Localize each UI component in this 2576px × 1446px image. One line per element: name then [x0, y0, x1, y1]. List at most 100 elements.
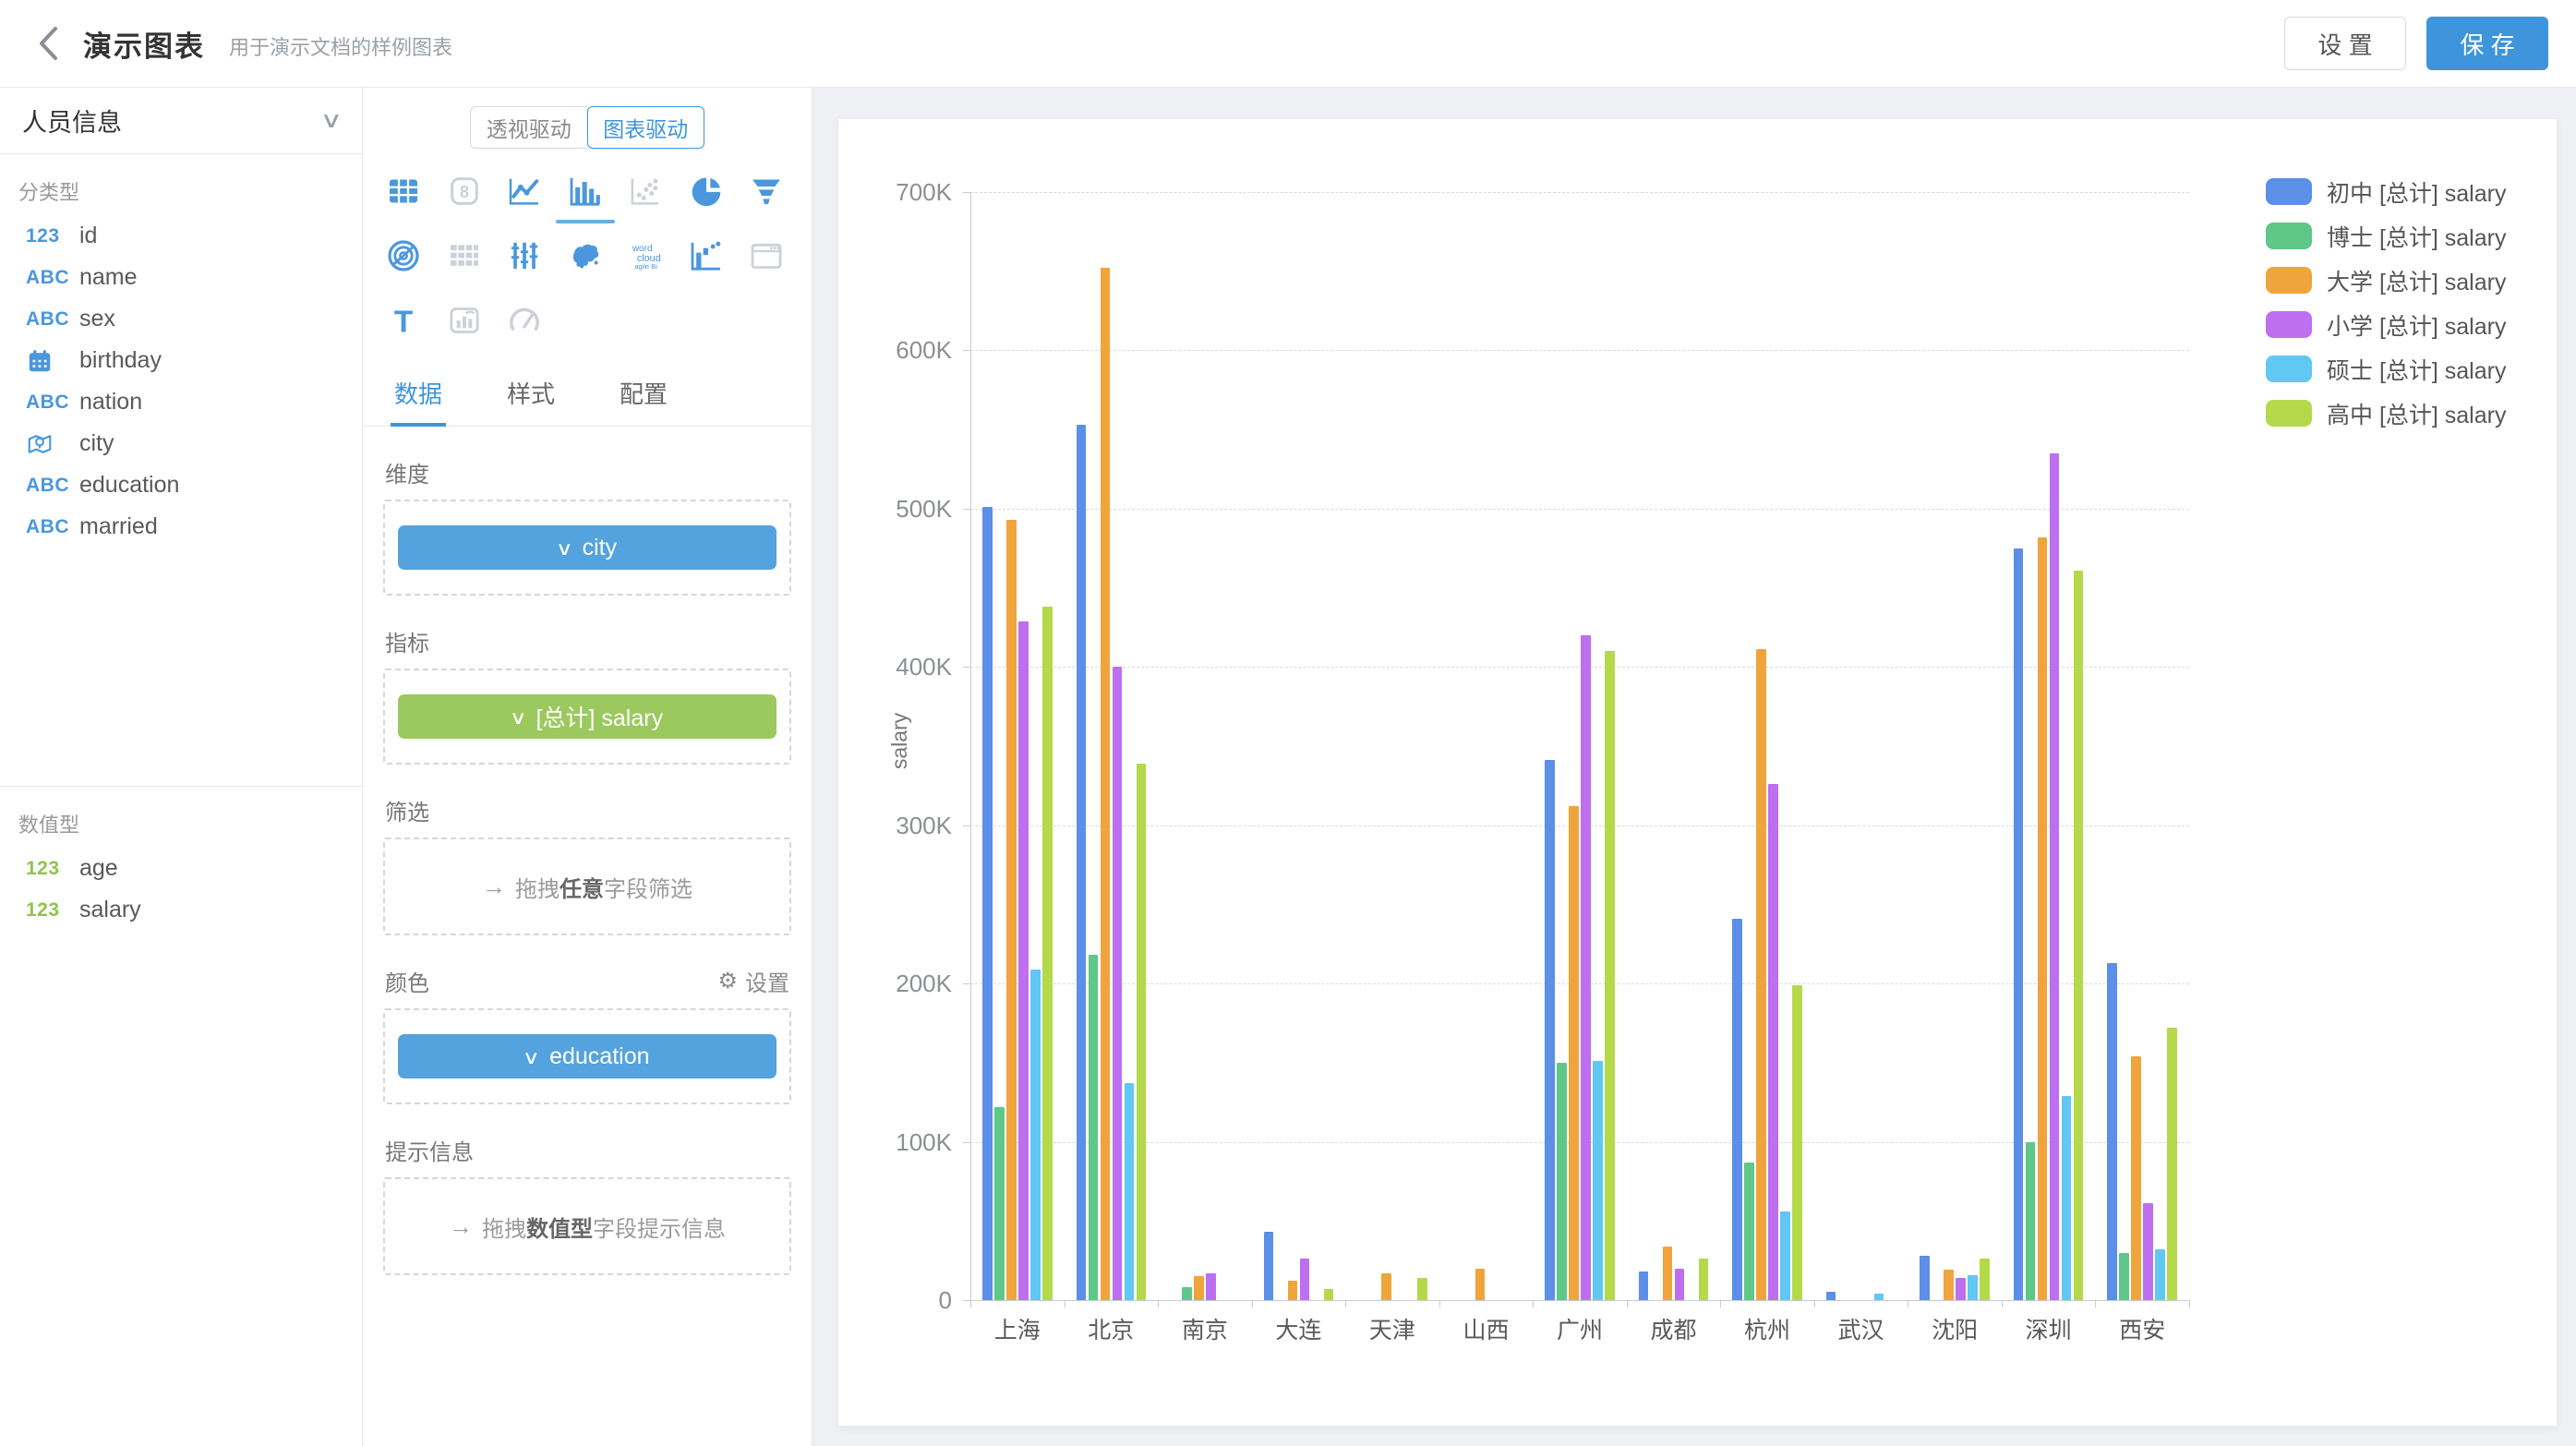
bar-group-天津 [1345, 192, 1439, 1300]
field-item-married[interactable]: ABCmarried [0, 506, 362, 548]
bar [1944, 1270, 1954, 1300]
field-label: age [79, 855, 118, 882]
chart-legend: 初中 [总计] salary 博士 [总计] salary 大学 [总计] sala… [2266, 178, 2506, 427]
bar [1744, 1163, 1754, 1300]
chart-type-table-icon[interactable] [383, 171, 424, 211]
color-settings-button[interactable]: ⚙ 设置 [717, 965, 789, 997]
tooltip-dropzone[interactable]: → 拖拽数值型字段提示信息 [383, 1177, 791, 1275]
chart-type-waterfall-chart-icon[interactable] [686, 235, 727, 276]
legend-item[interactable]: 小学 [总计] salary [2266, 311, 2506, 338]
bar [1018, 621, 1029, 1300]
field-item-salary[interactable]: 123salary [0, 889, 362, 931]
tab-config[interactable]: 配置 [616, 367, 671, 426]
field-item-id[interactable]: 123id [0, 215, 362, 257]
chart-type-china-map-icon[interactable] [565, 235, 606, 276]
top-bar: 演示图表 用于演示文档的样例图表 设 置 保 存 [0, 0, 2576, 88]
categorical-section-label: 分类型 [18, 176, 362, 206]
field-label: education [79, 472, 179, 499]
field-item-nation[interactable]: ABCnation [0, 381, 362, 423]
field-label: id [79, 223, 97, 249]
metric-chip-salary[interactable]: ∨ [总计] salary [398, 694, 776, 739]
color-dropzone[interactable]: ∨ education [383, 1008, 791, 1104]
bar-group-南京 [1158, 192, 1252, 1300]
chart-type-radar-chart-icon[interactable] [383, 235, 424, 276]
text-field-icon: ABC [26, 308, 79, 331]
bar [1826, 1292, 1836, 1300]
legend-item[interactable]: 高中 [总计] salary [2266, 400, 2506, 427]
bar-group-山西 [1439, 192, 1534, 1300]
bar [1089, 955, 1099, 1300]
legend-item[interactable]: 硕士 [总计] salary [2266, 355, 2506, 382]
bar [2074, 571, 2084, 1300]
dimension-dropzone[interactable]: ∨ city [383, 500, 791, 596]
tooltip-placeholder: 拖拽数值型字段提示信息 [482, 1211, 726, 1243]
bar [1288, 1281, 1298, 1300]
filter-dropzone[interactable]: → 拖拽任意字段筛选 [383, 837, 791, 935]
chart-type-kline-chart-icon[interactable] [504, 235, 545, 276]
dimension-label: 维度 [385, 456, 429, 488]
bar [1194, 1276, 1204, 1300]
chart-type-text-card-icon[interactable]: T [383, 300, 424, 341]
tab-pivot-driven[interactable]: 透视驱动 [470, 106, 587, 149]
legend-swatch [2266, 400, 2312, 427]
chevron-down-icon: ∨ [510, 706, 527, 729]
tab-style[interactable]: 样式 [503, 367, 559, 426]
metric-dropzone[interactable]: ∨ [总计] salary [383, 669, 791, 765]
color-chip-education[interactable]: ∨ education [398, 1034, 776, 1078]
field-item-city[interactable]: city [0, 423, 362, 464]
sidebar-divider [0, 786, 362, 787]
bar [2038, 537, 2048, 1300]
calendar-icon [26, 347, 79, 375]
field-item-name[interactable]: ABCname [0, 257, 362, 298]
back-icon[interactable] [28, 23, 68, 64]
y-axis-label: 400K [849, 653, 952, 681]
chart-type-pie-chart-icon[interactable] [686, 171, 727, 211]
field-item-age[interactable]: 123age [0, 848, 362, 889]
y-axis-label: 700K [849, 178, 952, 207]
field-label: name [79, 264, 138, 291]
field-item-birthday[interactable]: birthday [0, 340, 362, 381]
chart-type-funnel-chart-icon[interactable] [746, 171, 787, 211]
legend-label: 博士 [总计] salary [2327, 220, 2506, 253]
tab-data[interactable]: 数据 [391, 367, 446, 427]
legend-item[interactable]: 博士 [总计] salary [2266, 223, 2506, 249]
legend-swatch [2266, 267, 2312, 294]
chart-type-kpi-card-icon: 8 [444, 171, 485, 211]
y-axis-tick [963, 825, 970, 826]
field-item-education[interactable]: ABCeducation [0, 464, 362, 506]
legend-item[interactable]: 初中 [总计] salary [2266, 178, 2506, 205]
y-axis-label: 300K [849, 812, 952, 840]
dataset-selector[interactable]: 人员信息 ∨ [0, 88, 362, 154]
y-axis-title: salary [887, 713, 912, 769]
bar [2062, 1096, 2072, 1300]
chart-type-word-cloud-icon[interactable]: wordcloudagile Bi [625, 235, 666, 276]
page-title: 演示图表 [83, 23, 205, 65]
bar-group-沈阳 [1908, 192, 2002, 1300]
categorical-field-list: 123idABCnameABCsexbirthdayABCnationcityA… [0, 215, 362, 548]
save-button[interactable]: 保 存 [2426, 17, 2548, 70]
chart-type-bar-chart-icon[interactable] [565, 171, 606, 211]
bar-group-广州 [1533, 192, 1627, 1300]
chart-type-grid: 8 wordcloudagile Bi T [363, 171, 812, 341]
chart-type-scatter-plot-icon [625, 171, 666, 211]
bar [982, 507, 993, 1300]
tab-chart-driven[interactable]: 图表驱动 [587, 106, 705, 149]
dimension-chip-city[interactable]: ∨ city [398, 525, 776, 570]
text-field-icon: ABC [26, 267, 79, 289]
settings-button[interactable]: 设 置 [2284, 17, 2406, 70]
field-item-sex[interactable]: ABCsex [0, 298, 362, 340]
bar-group-大连 [1252, 192, 1346, 1300]
arrow-right-icon: → [482, 873, 506, 901]
y-axis-tick [963, 1142, 970, 1143]
legend-label: 初中 [总计] salary [2327, 175, 2506, 209]
bar [1475, 1269, 1486, 1300]
x-axis-tick [1439, 1300, 1440, 1307]
bar [1381, 1273, 1391, 1300]
chevron-down-icon: ∨ [523, 1046, 540, 1069]
chart-type-line-chart-icon[interactable] [504, 171, 545, 211]
bar-group-上海 [970, 192, 1065, 1300]
legend-label: 高中 [总计] salary [2327, 397, 2506, 430]
x-axis-tick [1345, 1300, 1346, 1307]
chevron-down-icon: ∨ [556, 537, 573, 560]
legend-item[interactable]: 大学 [总计] salary [2266, 267, 2506, 294]
